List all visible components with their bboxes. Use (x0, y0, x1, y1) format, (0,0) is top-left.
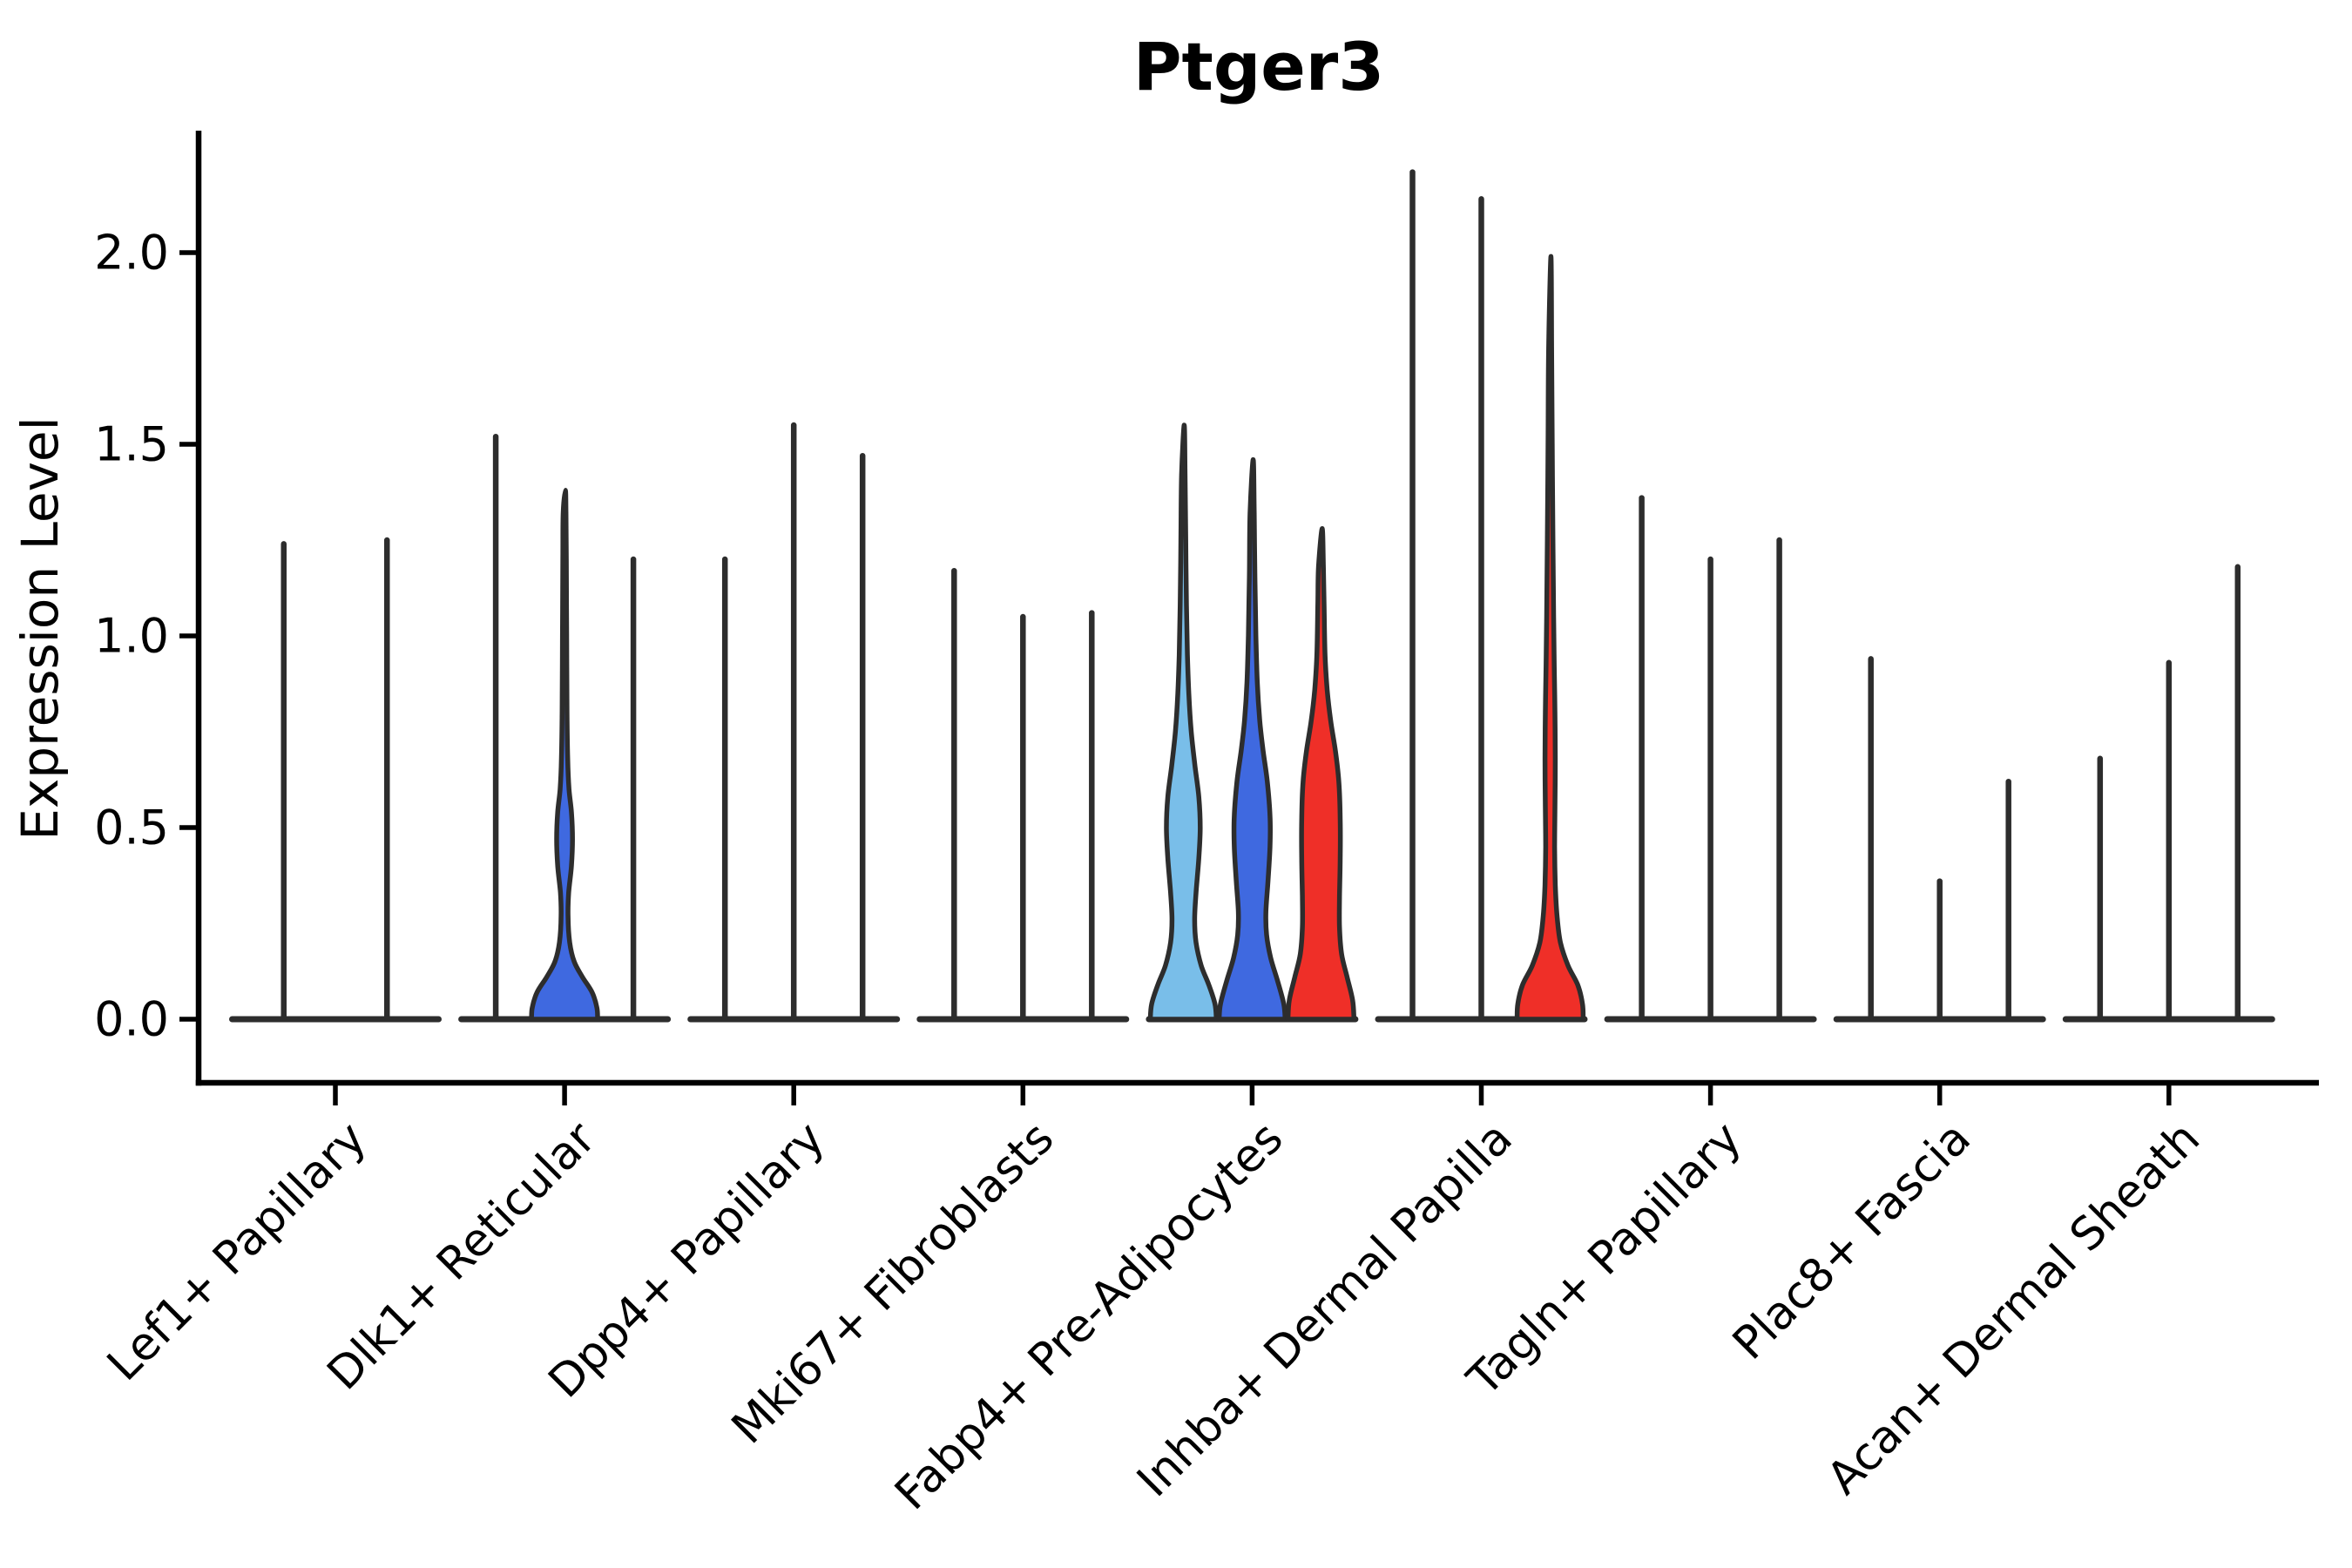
y-tick-label: 2.0 (94, 226, 169, 280)
y-axis-label: Expression Level (10, 416, 70, 840)
x-tick-label-fabp4-pre-adipocytes: Fabp4+ Pre-Adipocytes (885, 1112, 1293, 1520)
x-tick-label-acan-dermal-sheath: Acan+ Dermal Sheath (1817, 1112, 2210, 1505)
y-tick-label: 0.0 (94, 992, 169, 1047)
y-tick-label: 1.5 (94, 417, 169, 472)
x-tick-label-inhba-dermal-papilla: Inhba+ Dermal Papilla (1127, 1112, 1522, 1507)
violin-body-fabp4-pre-adipocytes-2 (1216, 456, 1288, 1022)
violin-body-fabp4-pre-adipocytes-3 (1285, 526, 1357, 1022)
y-tick-label: 1.0 (94, 609, 169, 664)
chart-title: Ptger3 (1133, 28, 1384, 105)
x-tick-label-plac8-fascia: Plac8+ Fascia (1723, 1112, 1981, 1370)
violin-body-inhba-dermal-papilla-3 (1514, 253, 1586, 1022)
y-tick-label: 0.5 (94, 801, 169, 855)
violin-body-dlk1-reticular-2 (529, 488, 600, 1022)
violin-body-fabp4-pre-adipocytes-1 (1147, 422, 1220, 1022)
